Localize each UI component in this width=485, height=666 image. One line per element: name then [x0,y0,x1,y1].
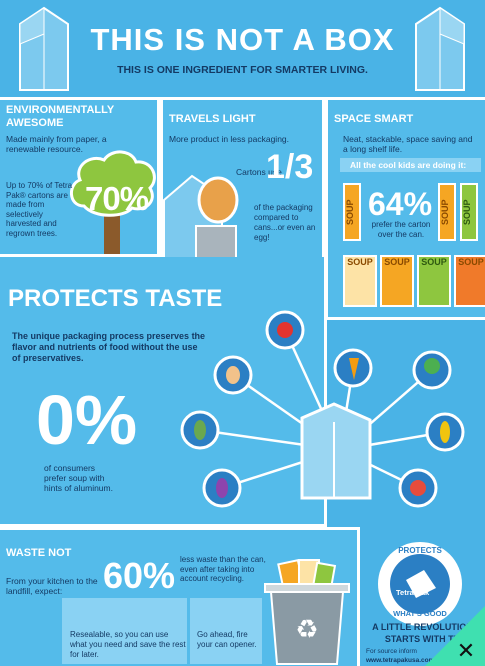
waste-text: From your kitchen to the landfill, expec… [6,576,98,596]
env-percent: 70% [85,180,149,217]
central-carton-icon [300,402,372,500]
taste-detail: of consumers prefer soup with hints of a… [44,463,113,493]
reseal-box [62,598,187,664]
soup-label: SOUP [458,257,484,267]
soup-can: SOUP [438,183,456,241]
waste-percent: 60% [103,555,176,596]
space-percent: 64% [368,186,433,222]
carton-left-icon [19,6,69,91]
space-kids: All the cool kids are doing it: [350,160,467,170]
env-detail: Up to 70% of Tetra Pak® cartons are made… [6,181,73,238]
soup-label: SOUP [421,257,447,267]
travels-fraction: 1/3 [266,148,314,186]
cartons-use: Cartons use [236,167,282,177]
badge-icon [378,542,462,626]
page-title: THIS IS NOT A BOX [90,22,395,57]
carton-right-icon [415,6,465,91]
panel-taste [0,257,327,527]
page-subtitle: THIS IS ONE INGREDIENT FOR SMARTER LIVIN… [117,64,368,76]
soup-can: SOUP [343,183,361,241]
kids-banner [340,158,481,172]
env-heading: ENVIRONMENTALLY AWESOME [6,104,114,129]
opener-box [190,598,262,664]
soup-carton: SOUP [380,255,414,307]
soup-label: SOUP [384,257,410,267]
recycle-icon: ♻ [295,615,318,645]
soup-carton: SOUP [343,255,377,307]
close-icon: ✕ [457,639,475,664]
env-text: Made mainly from paper, a renewable reso… [6,134,107,154]
badge-top: PROTECTS [398,546,442,555]
soup-carton: SOUP [454,255,485,307]
footer-revolution-1: A LITTLE REVOLUTION [372,622,473,632]
space-text: Neat, stackable, space saving and a long… [343,134,473,154]
waste-detail: less waste than the can, even after taki… [180,555,266,583]
waste-heading: WASTE NOT [6,547,72,559]
waste-reseal: Resealable, so you can use what you need… [70,630,186,659]
taste-heading: PROTECTS TASTE [8,285,223,312]
travels-detail: of the packaging compared to cans...or e… [254,203,316,242]
taste-text: The unique packaging process preserves t… [12,331,206,363]
space-detail: prefer the carton over the can. [371,220,431,239]
close-button[interactable]: ✕ [425,606,485,666]
taste-percent: 0% [36,381,138,459]
badge-bottom: WHAT'S GOOD [393,609,447,618]
soup-carton: SOUP [417,255,451,307]
footer-url: www.tetrapakusa.com [366,657,435,664]
soup-can: SOUP [460,183,478,241]
space-heading: SPACE SMART [334,113,414,125]
footer-source: For source inform [366,648,417,655]
food-wheel [180,310,465,508]
tree-icon [70,150,156,254]
badge-brand: Tetra Pak [396,588,430,597]
recycle-bin-icon: ♻ [264,559,350,665]
travels-text: More product in less packaging. [169,134,290,144]
footer-revolution-2: STARTS WITH TH [384,634,461,644]
soup-label: SOUP [347,257,373,267]
waste-opener: Go ahead, fire your can opener. [197,630,257,649]
travels-heading: TRAVELS LIGHT [169,113,256,125]
